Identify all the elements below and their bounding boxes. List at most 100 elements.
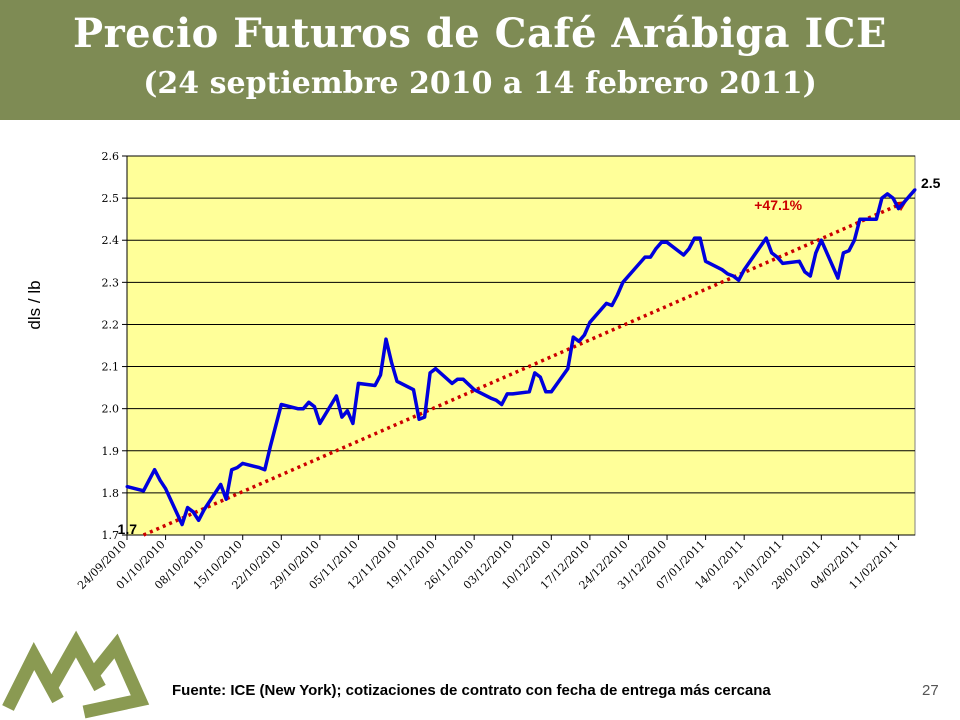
data-point — [472, 388, 476, 392]
y-axis-label: dls / lb — [25, 280, 44, 329]
data-point — [913, 188, 917, 192]
data-point — [494, 398, 498, 402]
data-point — [615, 293, 619, 297]
data-point — [588, 320, 592, 324]
data-point — [219, 482, 223, 486]
company-logo — [2, 630, 150, 719]
data-point — [296, 407, 300, 411]
data-point — [428, 371, 432, 375]
data-point — [814, 251, 818, 255]
data-point — [770, 251, 774, 255]
data-point — [566, 367, 570, 371]
data-point — [775, 255, 779, 259]
data-point — [852, 238, 856, 242]
data-point — [257, 466, 261, 470]
value-label: 2.5 — [921, 175, 941, 191]
data-point — [345, 409, 349, 413]
data-point — [896, 207, 900, 211]
data-point — [621, 280, 625, 284]
data-point — [378, 373, 382, 377]
data-point — [191, 510, 195, 514]
y-tick-label: 2.1 — [102, 361, 120, 374]
data-point — [726, 272, 730, 276]
y-tick-label: 2.3 — [102, 276, 120, 289]
trend-line — [142, 200, 906, 537]
data-point — [186, 506, 190, 510]
data-point — [307, 400, 311, 404]
data-point — [202, 508, 206, 512]
data-point — [423, 415, 427, 419]
data-point — [235, 466, 239, 470]
data-point — [268, 445, 272, 449]
data-point — [781, 261, 785, 265]
data-point — [456, 377, 460, 381]
data-point — [390, 360, 394, 364]
data-point — [527, 390, 531, 394]
data-point — [880, 196, 884, 200]
data-point — [803, 270, 807, 274]
data-point — [373, 384, 377, 388]
data-point — [230, 468, 234, 472]
data-point — [274, 424, 278, 428]
data-point — [874, 217, 878, 221]
data-point — [384, 337, 388, 341]
data-point — [301, 407, 305, 411]
data-point — [312, 405, 316, 409]
data-point — [533, 371, 537, 375]
data-point — [571, 335, 575, 339]
data-point — [434, 367, 438, 371]
data-point — [197, 518, 201, 522]
plot-area — [126, 155, 916, 536]
data-point — [450, 381, 454, 385]
data-point — [577, 339, 581, 343]
y-tick-label: 1.9 — [102, 445, 120, 458]
data-point — [164, 487, 168, 491]
data-point — [704, 259, 708, 263]
data-point — [417, 417, 421, 421]
y-tick-label: 2.4 — [102, 234, 120, 247]
data-point — [764, 236, 768, 240]
data-point — [158, 478, 162, 482]
data-point — [334, 394, 338, 398]
data-point — [665, 240, 669, 244]
y-tick-label: 2.6 — [102, 150, 120, 163]
data-point — [511, 392, 515, 396]
data-point — [461, 377, 465, 381]
data-point — [142, 489, 146, 493]
data-point — [654, 247, 658, 251]
y-tick-label: 2.2 — [102, 318, 120, 331]
y-tick-label: 1.8 — [102, 487, 120, 500]
y-tick-label: 2.5 — [102, 192, 120, 205]
data-point — [147, 478, 151, 482]
data-point — [263, 468, 267, 472]
data-point — [693, 236, 697, 240]
data-point — [544, 390, 548, 394]
data-point — [885, 192, 889, 196]
price-line-chart: 1.71.81.92.02.12.22.32.42.52.624/09/2010… — [25, 150, 941, 592]
data-point — [340, 415, 344, 419]
data-point — [582, 333, 586, 337]
data-point — [682, 253, 686, 257]
data-point — [819, 238, 823, 242]
page-number: 27 — [922, 682, 939, 699]
data-point — [836, 276, 840, 280]
data-point — [698, 236, 702, 240]
data-point — [660, 240, 664, 244]
data-point — [500, 402, 504, 406]
data-point — [180, 522, 184, 526]
data-point — [648, 255, 652, 259]
page-subtitle: (24 septiembre 2010 a 14 febrero 2011) — [143, 66, 817, 101]
data-point — [412, 388, 416, 392]
data-point — [505, 392, 509, 396]
data-point — [538, 375, 542, 379]
data-point — [549, 390, 553, 394]
data-point — [610, 303, 614, 307]
data-point — [351, 421, 355, 425]
data-point — [891, 196, 895, 200]
data-point — [720, 268, 724, 272]
data-point — [847, 249, 851, 253]
data-point — [489, 396, 493, 400]
source-note: Fuente: ICE (New York); cotizaciones de … — [172, 682, 771, 699]
data-point — [395, 379, 399, 383]
percent-change-label: +47.1% — [754, 197, 802, 213]
